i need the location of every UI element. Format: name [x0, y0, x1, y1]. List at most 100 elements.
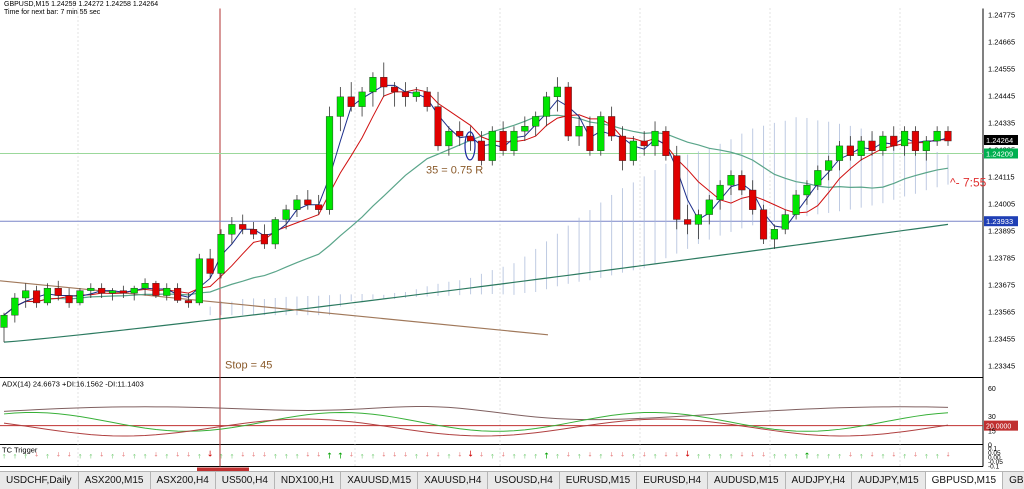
- candle-body: [662, 130, 670, 156]
- tc-panel-label: TC Trigger: [2, 446, 38, 455]
- tc-up-arrow: ↑: [45, 454, 50, 461]
- candle-body: [781, 214, 789, 230]
- chart-tab-usousd-h4[interactable]: USOUSD,H4: [488, 472, 560, 489]
- chart-background: [0, 8, 1024, 480]
- chart-tab-eurusd-h4[interactable]: EURUSD,H4: [637, 472, 709, 489]
- candle-body: [640, 140, 648, 147]
- tc-up-arrow: ↑: [522, 454, 527, 461]
- candle-body: [11, 297, 19, 316]
- candle-body: [87, 287, 95, 291]
- tc-down-arrow: ↓: [186, 452, 191, 459]
- chart-tab-asx200-m15[interactable]: ASX200,M15: [79, 472, 151, 489]
- candle-body: [651, 130, 659, 147]
- candle-body: [488, 130, 496, 161]
- candle-body: [835, 145, 844, 161]
- candle-body: [206, 258, 214, 274]
- candle-body: [217, 234, 225, 274]
- candle-body: [857, 140, 865, 156]
- tc-up-arrow: ↑: [229, 454, 234, 461]
- tc-up-arrow: ↑: [837, 454, 842, 461]
- candle-body: [22, 290, 30, 299]
- candle-body: [423, 91, 431, 107]
- chart-tab-audjpy-m15[interactable]: AUDJPY,M15: [852, 472, 926, 489]
- candle-body: [901, 130, 909, 147]
- candle-body: [510, 130, 518, 151]
- tc-up-arrow: ↑: [543, 452, 550, 461]
- tc-up-arrow: ↑: [77, 454, 82, 461]
- tc-down-arrow: ↓: [175, 452, 180, 459]
- timer-line: Time for next bar: 7 min 55 sec: [4, 9, 101, 16]
- entry-ellipse-marker: [464, 131, 476, 161]
- long-moving-average: [3, 223, 949, 343]
- candle-body: [825, 160, 833, 171]
- tc-up-arrow: ↑: [555, 454, 560, 461]
- adx-level-label: 0: [988, 443, 992, 450]
- chart-tab-asx200-h4[interactable]: ASX200,H4: [151, 472, 216, 489]
- adx-panel-label: ADX(14) 24.6673 +DI:16.1562 -DI:11.1403: [2, 380, 144, 389]
- candle-body: [293, 199, 301, 210]
- candle-body: [401, 91, 410, 98]
- candle-body: [391, 86, 399, 93]
- price-level-label: 1.24665: [988, 38, 1015, 47]
- candle-body: [282, 209, 290, 220]
- current-price-tag: 1.24264: [986, 136, 1013, 145]
- tc-level-label: 0.05: [988, 450, 1001, 457]
- candle-body: [521, 126, 529, 132]
- candle-body: [467, 135, 475, 142]
- fast-moving-average: [3, 84, 949, 316]
- candle-body: [890, 135, 898, 147]
- bar-countdown: ^- 7:55: [950, 176, 987, 190]
- candle-body: [163, 287, 171, 296]
- candle-body: [759, 209, 768, 240]
- candle-body: [846, 145, 854, 156]
- tc-up-arrow: ↑: [23, 454, 28, 461]
- candle-body: [597, 116, 605, 151]
- adx-20-tag-bg: [984, 420, 1018, 431]
- tc-down-arrow: ↓: [761, 452, 766, 459]
- chart-tab-audusd-m15[interactable]: AUDUSD,M15: [708, 472, 786, 489]
- blue-level-tag-bg: [984, 216, 1018, 227]
- candle-body: [716, 184, 724, 201]
- candle-body: [271, 219, 279, 245]
- candle-body: [249, 229, 258, 235]
- candle-body: [749, 189, 757, 210]
- tc-up-arrow: ↑: [696, 454, 701, 461]
- tc-down-arrow: ↓: [750, 452, 755, 459]
- chart-tab-us500-h4[interactable]: US500,H4: [216, 472, 275, 489]
- tc-up-arrow: ↑: [360, 454, 365, 461]
- tc-up-arrow: ↑: [197, 454, 202, 461]
- chart-tab-xauusd-m15[interactable]: XAUUSD,M15: [341, 472, 419, 489]
- candle-body: [141, 283, 149, 289]
- chart-tab-gbpusd-m15[interactable]: GBPUSD,M15: [925, 472, 1004, 489]
- chart-tab-gbpusd-h4[interactable]: GBPUSD,H4: [1003, 472, 1024, 489]
- tc-up-arrow: ↑: [783, 454, 788, 461]
- candle-body: [152, 283, 160, 296]
- price-level-label: 1.23345: [988, 361, 1015, 370]
- chart-tab-xauusd-h4[interactable]: XAUUSD,H4: [418, 472, 489, 489]
- adx-level-label: 20.0000: [986, 424, 1011, 431]
- chart-tab-audjpy-h4[interactable]: AUDJPY,H4: [786, 472, 853, 489]
- tc-down-arrow: ↓: [305, 452, 310, 459]
- chart-tab-ndx100-h1[interactable]: NDX100,H1: [275, 472, 342, 489]
- candle-body: [54, 287, 62, 296]
- tc-up-arrow: ↑: [337, 452, 344, 461]
- symbol-line: GBPUSD,M15 1.24259 1.24272 1.24258 1.242…: [4, 1, 159, 8]
- tc-down-arrow: ↓: [381, 452, 386, 459]
- tc-down-arrow: ↓: [251, 452, 256, 459]
- candle-body: [130, 287, 138, 294]
- tc-down-arrow: ↓: [620, 452, 625, 459]
- tc-up-arrow: ↑: [577, 454, 582, 461]
- chart-tab-eurusd-m15[interactable]: EURUSD,M15: [560, 472, 638, 489]
- candle-body: [108, 290, 117, 294]
- candle-body: [629, 140, 637, 161]
- candle-body: [98, 287, 106, 294]
- tc-down-arrow: ↓: [684, 450, 691, 459]
- chart-tab-usdchf-daily[interactable]: USDCHF,Daily: [0, 472, 79, 489]
- tc-down-arrow: ↓: [403, 452, 408, 459]
- minus-di-line: [3, 418, 949, 437]
- candle-body: [195, 258, 203, 304]
- tc-up-arrow: ↑: [631, 454, 636, 461]
- candle-body: [618, 135, 627, 161]
- candle-body: [499, 130, 507, 151]
